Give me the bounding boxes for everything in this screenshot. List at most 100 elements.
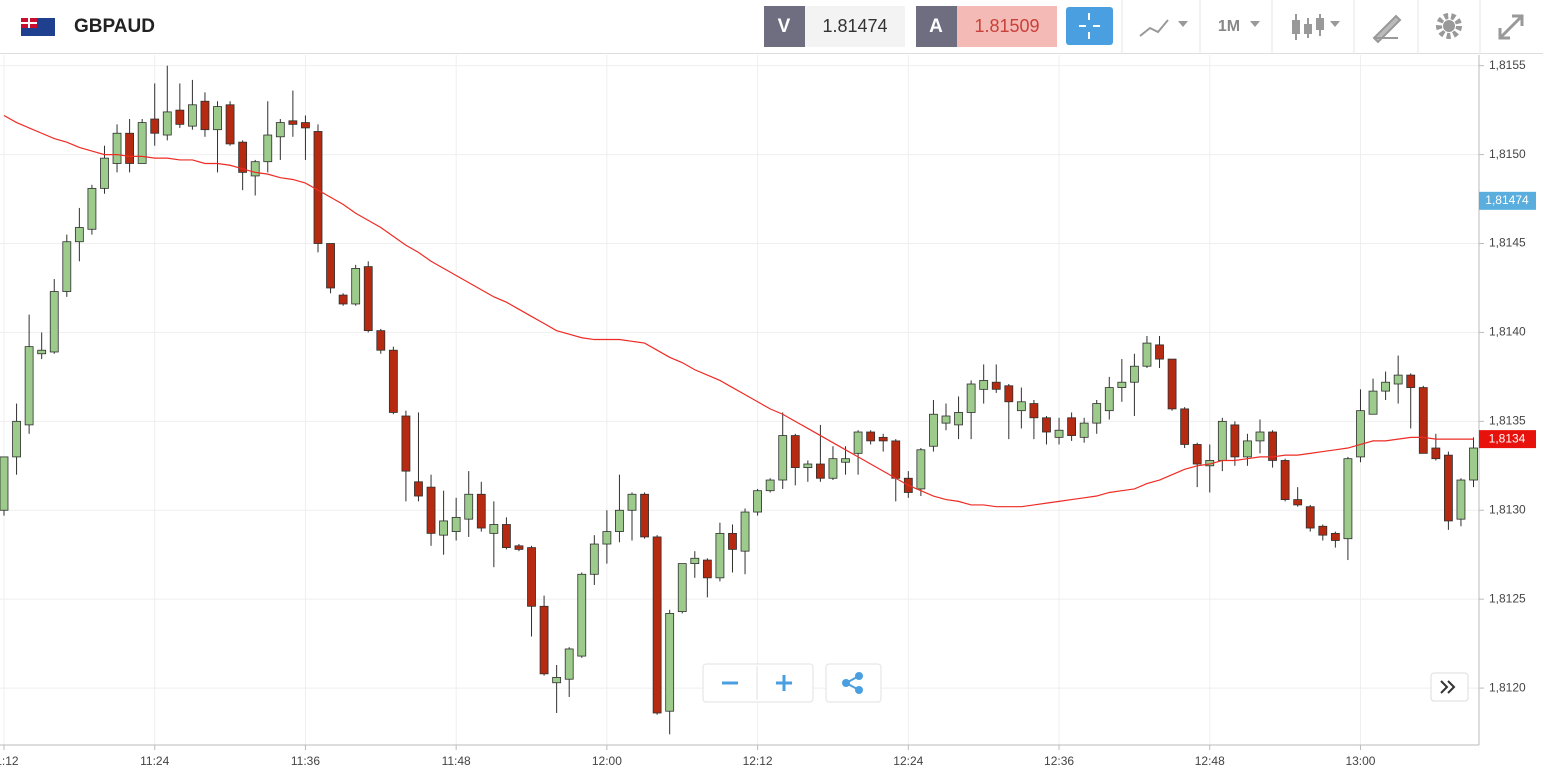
candle-body <box>866 431 876 442</box>
candle-body <box>966 383 976 413</box>
y-tick-label: 1,8140 <box>1489 325 1526 339</box>
candle-body <box>1067 417 1076 436</box>
x-tick-label: 12:12 <box>743 754 773 768</box>
grid <box>0 55 1479 745</box>
bid-price: 1.81474 <box>822 16 887 36</box>
candle-body <box>175 109 185 125</box>
candle-body <box>100 157 109 189</box>
candle-body <box>1217 420 1227 461</box>
candle-body <box>627 493 637 511</box>
candle-body <box>665 613 675 712</box>
candle-body <box>225 104 235 145</box>
x-tick-label: 11:36 <box>291 754 320 768</box>
timeframe[interactable]: 1M <box>1218 18 1240 35</box>
candle-body <box>589 543 599 575</box>
candle-body <box>24 346 34 426</box>
candle-body <box>388 349 398 413</box>
candle-body <box>1280 460 1290 500</box>
candle-body <box>1130 365 1139 383</box>
candle-body <box>740 511 750 552</box>
candle-body <box>376 330 386 351</box>
candle-body <box>652 536 662 714</box>
candle-body <box>162 111 172 136</box>
ask-box[interactable] <box>957 6 1057 47</box>
candle-body <box>439 520 449 536</box>
indicator-icon[interactable] <box>1139 19 1169 37</box>
scroll-end-button[interactable] <box>1430 672 1469 702</box>
candle-body <box>1343 458 1353 540</box>
candle-icon[interactable] <box>1292 18 1324 34</box>
candle-body <box>137 122 147 164</box>
y-tick-label: 1,8125 <box>1489 591 1526 605</box>
zoom-controls[interactable] <box>702 663 814 703</box>
candle-body <box>715 532 725 579</box>
y-tick-label: 1,8120 <box>1489 680 1526 694</box>
bid-label-box[interactable] <box>764 6 805 47</box>
candle-body <box>916 449 926 490</box>
share-box <box>825 663 882 703</box>
candle-body <box>991 381 1001 390</box>
flag <box>21 18 55 36</box>
candle-body <box>112 132 122 164</box>
bid-box[interactable] <box>805 6 905 47</box>
price-marker-label: 1,8134 <box>1489 431 1526 445</box>
x-tick-label: 12:24 <box>893 754 923 768</box>
price-marker-label: 1,81474 <box>1485 193 1529 207</box>
candle-body <box>74 227 84 243</box>
share-button[interactable] <box>825 663 882 703</box>
candle-body <box>363 266 373 332</box>
candle-body <box>1243 440 1252 458</box>
candle-body <box>527 547 536 607</box>
scroll-icon <box>1440 680 1456 694</box>
candle-body <box>1155 344 1164 360</box>
candle-body <box>1456 479 1466 520</box>
candle-body <box>49 291 59 353</box>
candle-body <box>841 458 850 463</box>
candle-body <box>250 161 260 177</box>
y-tick-label: 1,8130 <box>1489 502 1526 516</box>
candle-body <box>753 490 762 513</box>
candle-body <box>301 122 310 129</box>
price-marker <box>1479 191 1536 210</box>
candle-body <box>213 106 222 131</box>
x-tick-label: 12:00 <box>592 754 622 768</box>
candle-body <box>275 122 285 138</box>
x-tick-label: 11:48 <box>442 754 471 768</box>
candle-body <box>1104 387 1114 412</box>
candle-body <box>929 413 938 447</box>
candle-body <box>1092 403 1102 424</box>
candle-body <box>1079 422 1089 438</box>
y-tick-label: 1,8155 <box>1489 58 1526 72</box>
candle-body <box>1356 410 1365 458</box>
candle-body <box>1230 424 1240 458</box>
candle-body <box>1255 431 1265 442</box>
candle-body <box>313 131 323 244</box>
x-tick-label: 12:48 <box>1195 754 1225 768</box>
candle-body <box>1381 381 1390 392</box>
draw-icon[interactable] <box>1372 14 1402 44</box>
crosshair-button[interactable] <box>1066 7 1113 45</box>
axes: 1,8120 1,8125 1,8130 1,8135 1,8140 1,8145 1,81… <box>0 58 1536 768</box>
y-tick-label: 1,8145 <box>1489 236 1526 250</box>
settings-icon[interactable] <box>1436 13 1462 39</box>
candle-body <box>702 559 712 579</box>
candle-body <box>1393 374 1403 385</box>
candle-body <box>238 141 248 173</box>
fullscreen-icon[interactable] <box>1498 14 1524 40</box>
candle-body <box>878 436 888 442</box>
candle-body <box>1004 385 1014 403</box>
y-tick-label: 1,8135 <box>1489 414 1526 428</box>
candle-body <box>451 516 461 532</box>
candle-body <box>1180 408 1190 445</box>
candle-body <box>790 435 800 468</box>
candle-body <box>564 648 574 680</box>
candle-body <box>577 573 587 657</box>
x-tick-label: 13:00 <box>1345 754 1375 768</box>
candle-body <box>1016 401 1026 412</box>
share-dot <box>855 686 863 694</box>
candle-body <box>1268 431 1277 461</box>
ask-label-box[interactable] <box>916 6 957 47</box>
candle-body <box>489 524 499 534</box>
ask-label: A <box>929 16 943 37</box>
